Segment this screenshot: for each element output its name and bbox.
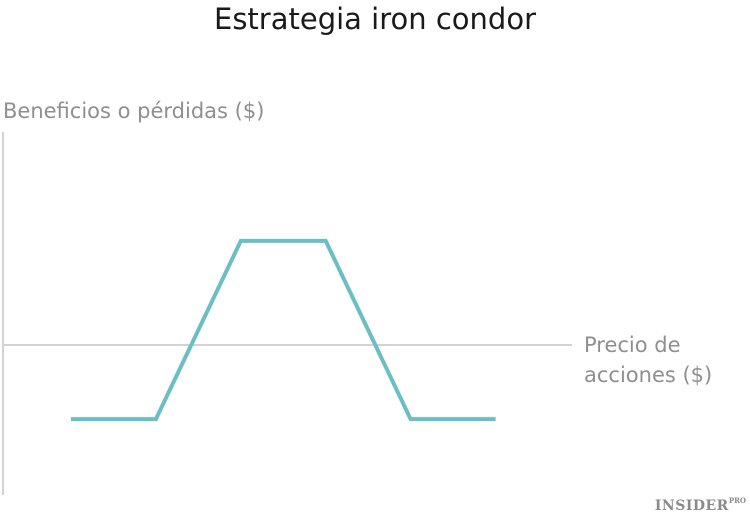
x-axis-label: Precio de acciones ($) <box>584 330 712 390</box>
insider-pro-logo: INSIDERPRO <box>655 496 746 514</box>
logo-sup-text: PRO <box>728 496 746 505</box>
payoff-series <box>70 238 496 422</box>
chart-title: Estrategia iron condor <box>214 2 536 36</box>
y-axis-label: Beneficios o pérdidas ($) <box>3 99 265 123</box>
payoff-line <box>70 238 496 422</box>
x-axis-label-line-2: acciones ($) <box>584 363 713 387</box>
logo-main-text: INSIDER <box>654 498 729 514</box>
x-axis-label-line-1: Precio de <box>584 333 681 357</box>
